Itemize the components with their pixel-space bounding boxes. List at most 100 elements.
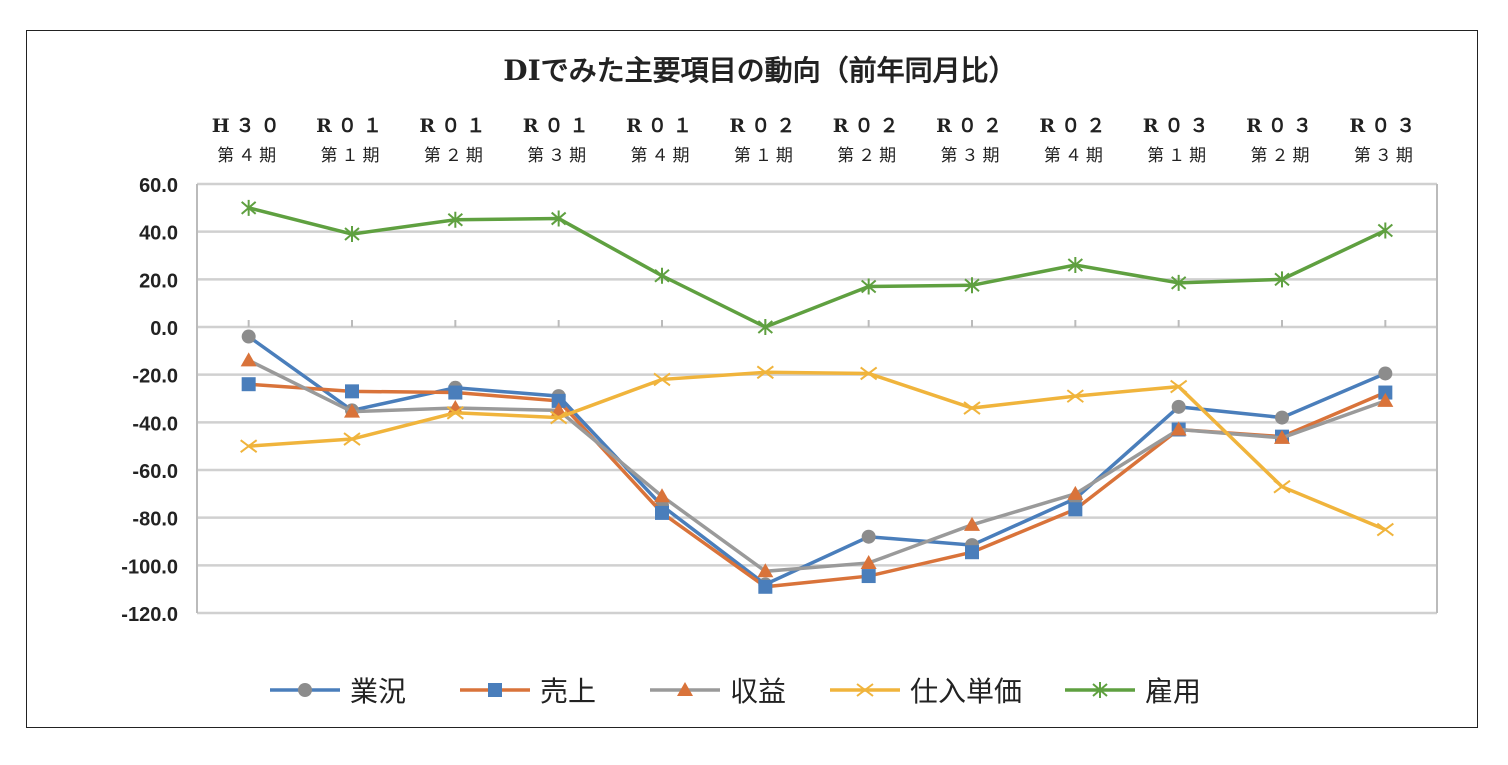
data-point-triangle bbox=[757, 563, 774, 578]
chart-frame bbox=[26, 30, 1478, 728]
legend-label: 仕入単価 bbox=[910, 675, 1022, 708]
data-point-x bbox=[240, 439, 258, 453]
series-line bbox=[248, 382, 1387, 589]
y-tick-label: -80.0 bbox=[132, 509, 178, 531]
series-業況 bbox=[241, 329, 1393, 592]
y-tick-label: -40.0 bbox=[132, 413, 178, 435]
y-tick-label: -120.0 bbox=[121, 604, 178, 626]
x-tick-label-bottom: 第４期 bbox=[217, 146, 280, 166]
data-point-star bbox=[1171, 274, 1187, 291]
data-point-square bbox=[861, 569, 876, 584]
data-point-x bbox=[856, 683, 874, 697]
x-tick-label-bottom: 第２期 bbox=[424, 146, 487, 166]
data-point-x bbox=[860, 366, 878, 381]
data-point-triangle bbox=[240, 352, 257, 367]
data-point-triangle bbox=[550, 402, 567, 417]
data-point-x bbox=[446, 406, 464, 420]
data-point-square bbox=[241, 377, 256, 392]
data-point-circle bbox=[1171, 399, 1186, 414]
x-tick-label-top: R０１ bbox=[626, 115, 698, 137]
y-tick-label: 20.0 bbox=[139, 270, 178, 292]
data-point-x bbox=[1170, 379, 1188, 394]
data-point-triangle bbox=[860, 554, 877, 569]
x-tick-label-bottom: 第１期 bbox=[734, 146, 797, 166]
data-point-star bbox=[1067, 257, 1083, 274]
x-tick-label-bottom: 第１期 bbox=[321, 146, 384, 166]
data-point-x bbox=[343, 432, 361, 446]
series-line bbox=[247, 358, 1386, 574]
x-tick-label-bottom: 第４期 bbox=[631, 146, 694, 166]
data-point-circle bbox=[241, 329, 256, 344]
chart-title: DIでみた主要項目の動向（前年同月比） bbox=[503, 54, 1016, 87]
x-tick-label-bottom: 第２期 bbox=[1251, 146, 1314, 166]
data-point-circle bbox=[298, 683, 312, 697]
x-tick-label-top: R０１ bbox=[419, 115, 491, 137]
data-point-x bbox=[1376, 522, 1394, 537]
data-point-triangle bbox=[1377, 392, 1394, 407]
x-tick-label-bottom: 第３期 bbox=[1354, 146, 1417, 166]
data-point-square bbox=[965, 545, 979, 560]
legend-label: 収益 bbox=[730, 675, 786, 708]
data-point-circle bbox=[1378, 366, 1393, 381]
x-tick-label-top: R０２ bbox=[729, 115, 801, 137]
data-point-x bbox=[550, 410, 568, 425]
data-point-triangle bbox=[964, 516, 980, 531]
series-収益 bbox=[240, 352, 1394, 578]
series-line bbox=[248, 206, 1387, 329]
series-雇用 bbox=[241, 199, 1393, 335]
data-point-triangle bbox=[1067, 485, 1084, 500]
data-point-triangle bbox=[654, 488, 670, 503]
y-tick-label: -20.0 bbox=[132, 366, 178, 388]
data-point-star bbox=[1377, 222, 1393, 239]
x-tick-label-bottom: 第２期 bbox=[837, 146, 900, 166]
y-tick-label: 40.0 bbox=[139, 223, 178, 245]
data-point-x bbox=[653, 372, 671, 387]
x-tick-label-top: R０２ bbox=[1039, 115, 1111, 137]
x-tick-label-top: R０１ bbox=[523, 115, 595, 137]
data-point-star bbox=[757, 319, 773, 335]
x-tick-label-top: R０１ bbox=[316, 115, 388, 137]
data-point-circle bbox=[861, 529, 876, 544]
series-line bbox=[248, 370, 1387, 532]
x-tick-label-top: R０２ bbox=[936, 115, 1008, 137]
data-point-x bbox=[1066, 389, 1084, 403]
x-tick-label-bottom: 第３期 bbox=[941, 146, 1004, 166]
x-tick-label-top: H３０ bbox=[212, 115, 286, 137]
data-point-x bbox=[963, 401, 981, 415]
data-point-square bbox=[758, 579, 773, 594]
data-point-star bbox=[654, 267, 670, 284]
x-tick-label-bottom: 第１期 bbox=[1147, 146, 1210, 166]
data-point-star bbox=[241, 199, 257, 216]
series-仕入単価 bbox=[240, 365, 1394, 537]
y-tick-label: 0.0 bbox=[150, 318, 178, 340]
y-tick-label: 60.0 bbox=[139, 175, 178, 197]
data-point-star bbox=[551, 210, 567, 227]
data-point-star bbox=[1274, 271, 1290, 288]
data-point-star bbox=[861, 278, 877, 295]
y-tick-label: -60.0 bbox=[132, 461, 178, 483]
data-point-star bbox=[344, 226, 360, 243]
data-point-star bbox=[964, 277, 980, 294]
data-point-triangle bbox=[344, 403, 360, 418]
x-tick-label-bottom: 第４期 bbox=[1044, 146, 1107, 166]
x-tick-label-top: R０３ bbox=[1246, 115, 1318, 137]
legend-label: 業況 bbox=[350, 675, 406, 708]
data-point-x bbox=[1273, 479, 1291, 494]
data-point-square bbox=[1068, 502, 1083, 517]
data-point-triangle bbox=[677, 682, 693, 696]
data-point-triangle bbox=[1170, 421, 1187, 436]
data-point-square bbox=[1378, 385, 1393, 400]
y-tick-label: -100.0 bbox=[121, 556, 178, 578]
data-point-square bbox=[488, 683, 502, 697]
x-tick-label-top: R０３ bbox=[1349, 115, 1421, 137]
data-point-square bbox=[655, 505, 669, 520]
data-point-x bbox=[756, 365, 774, 380]
data-point-square bbox=[551, 393, 566, 408]
data-point-square bbox=[345, 384, 359, 399]
data-point-triangle bbox=[1274, 429, 1290, 444]
x-tick-label-top: R０３ bbox=[1143, 115, 1215, 137]
data-point-circle bbox=[1275, 410, 1289, 425]
legend-label: 売上 bbox=[540, 675, 596, 708]
x-tick-label-top: R０２ bbox=[833, 115, 905, 137]
